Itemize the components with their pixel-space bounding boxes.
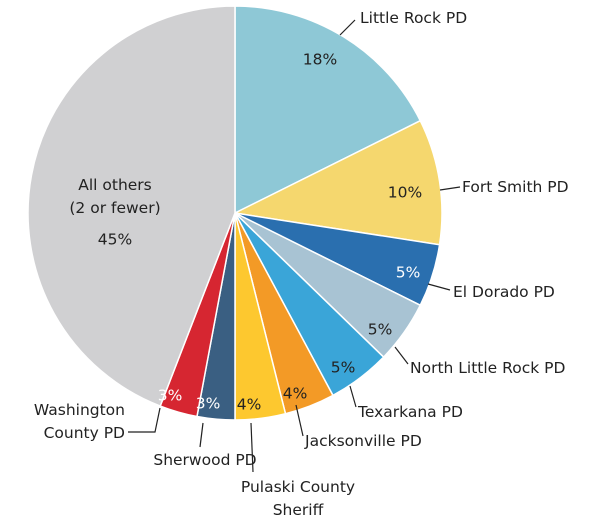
category-label: Washington County PD [34, 401, 125, 442]
category-label: North Little Rock PD [410, 359, 565, 377]
value-label: 5% [331, 359, 356, 377]
leader-line [199, 422, 204, 448]
text-line: County PD [44, 424, 125, 442]
value-label: 18% [303, 51, 337, 69]
category-label: Fort Smith PD [462, 178, 569, 196]
pie-slice [27, 5, 236, 407]
pie-slice [234, 5, 422, 215]
category-label: Sherwood PD [153, 451, 256, 469]
value-label: 3% [196, 395, 221, 413]
category-label: Little Rock PD [360, 9, 467, 27]
value-label: 3% [158, 387, 183, 405]
text-line: Pulaski County [241, 478, 355, 496]
text-line: Sherwood PD [153, 451, 256, 469]
value-label: 4% [283, 385, 308, 403]
leader-line [349, 385, 357, 408]
value-label: 45% [98, 231, 132, 249]
leader-line [427, 283, 451, 291]
text-line: Washington [34, 401, 125, 419]
value-label: 5% [368, 321, 393, 339]
category-label: El Dorado PD [453, 283, 555, 301]
value-label: 10% [388, 184, 422, 202]
text-line: All others [78, 176, 152, 194]
leader-line [295, 404, 304, 437]
leader-line [439, 186, 461, 191]
leader-line [250, 422, 254, 473]
text-line: (2 or fewer) [69, 199, 160, 217]
text-line: Texarkana PD [357, 403, 463, 421]
category-label: Texarkana PD [357, 403, 463, 421]
category-label: All others (2 or fewer) [69, 176, 160, 217]
pie-slice [232, 119, 443, 246]
text-line: Fort Smith PD [462, 178, 569, 196]
leader-line [339, 19, 356, 36]
category-label: Jacksonville PD [304, 432, 422, 450]
value-label: 4% [237, 396, 262, 414]
text-line: North Little Rock PD [410, 359, 565, 377]
text-line: Little Rock PD [360, 9, 467, 27]
text-line: El Dorado PD [453, 283, 555, 301]
text-line: Sheriff [273, 501, 324, 519]
category-label: Pulaski County Sheriff [241, 478, 355, 519]
leader-line [128, 407, 161, 433]
leader-line [394, 346, 409, 365]
text-line: Jacksonville PD [304, 432, 422, 450]
value-label: 5% [396, 264, 421, 282]
